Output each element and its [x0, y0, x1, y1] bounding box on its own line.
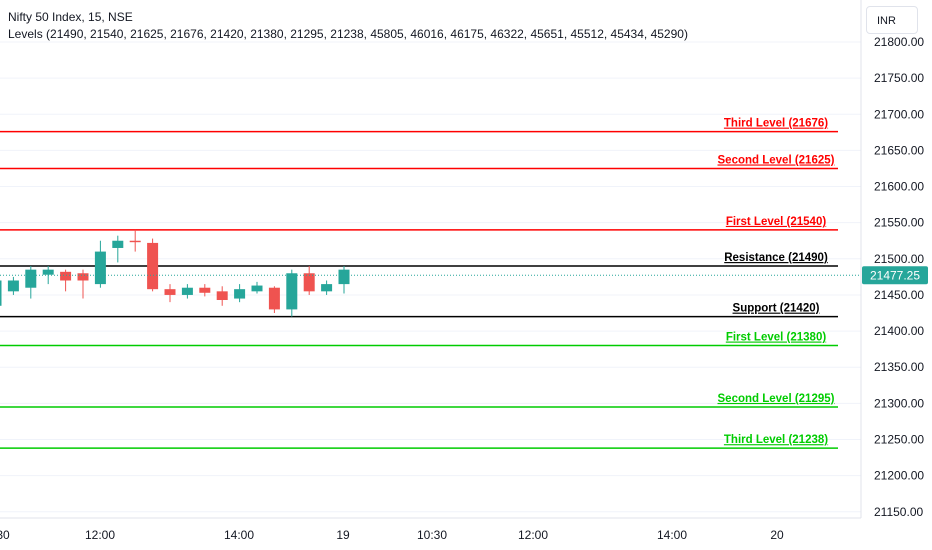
chart-legend: Nifty 50 Index, 15, NSE Levels (21490, 2… [8, 9, 688, 43]
level-label: First Level (21380) [726, 332, 827, 344]
level-label: Resistance (21490) [724, 252, 828, 264]
level-label: Support (21420) [733, 303, 820, 315]
price-tick-label: 21300.00 [874, 396, 924, 410]
time-tick-label: 20 [770, 528, 784, 542]
candle-body [268, 287, 280, 310]
time-tick-label: 12:00 [85, 528, 115, 542]
price-tick-label: 21400.00 [874, 324, 924, 338]
candle-body [112, 240, 124, 248]
time-tick-label: 14:00 [224, 528, 254, 542]
last-price-tag [862, 266, 928, 285]
price-tick-label: 21550.00 [874, 216, 924, 230]
candle-body [216, 291, 228, 301]
symbol-title[interactable]: Nifty 50 Index, 15, NSE [8, 10, 133, 24]
candle-body [286, 273, 298, 310]
candle-body [199, 287, 211, 293]
price-axis[interactable]: 21150.00 21200.00 21250.00 21300.00 21350.00… [874, 35, 924, 519]
price-tick-label: 21500.00 [874, 252, 924, 266]
candle-body [303, 273, 315, 292]
candle-body [234, 289, 246, 299]
time-tick-label: 14:00 [657, 528, 687, 542]
level-label: Third Level (21238) [724, 434, 828, 446]
level-label: Third Level (21676) [724, 118, 828, 130]
candle-body [251, 285, 263, 292]
price-tick-label: 21150.00 [874, 505, 923, 519]
price-tick-label: 21650.00 [874, 143, 924, 157]
price-tick-label: 21200.00 [874, 469, 924, 483]
levels-indicator-label[interactable]: Levels (21490, 21540, 21625, 21676, 2142… [8, 27, 688, 41]
candle-body [7, 280, 19, 292]
price-tick-label: 21450.00 [874, 288, 924, 302]
price-tick-label: 21800.00 [874, 35, 924, 49]
candle-body [147, 242, 159, 290]
price-tick-label: 21600.00 [874, 180, 924, 194]
price-tick-label: 21350.00 [874, 360, 924, 374]
candle-body [181, 287, 193, 295]
level-label: Second Level (21295) [718, 393, 835, 405]
price-tick-label: 21700.00 [874, 107, 924, 121]
candle-body [321, 284, 333, 292]
candle-body [25, 269, 37, 288]
price-tick-label: 21250.00 [874, 432, 924, 446]
candle-body [164, 289, 176, 295]
candle-body [0, 280, 2, 306]
currency-button[interactable]: INR [866, 6, 918, 34]
time-tick-label: 30 [0, 528, 10, 542]
candle-body [77, 273, 89, 281]
last-price-label: 21477.25 [870, 268, 920, 282]
candle-body [129, 240, 141, 243]
level-label: Second Level (21625) [718, 154, 835, 166]
candle-body [42, 269, 54, 275]
time-tick-label: 10:30 [417, 528, 447, 542]
candle-body [60, 271, 72, 281]
level-label: First Level (21540) [726, 216, 827, 228]
time-tick-label: 19 [336, 528, 350, 542]
price-tick-label: 21750.00 [874, 71, 924, 85]
time-tick-label: 12:00 [518, 528, 548, 542]
candle-body [94, 251, 106, 285]
time-axis[interactable]: 30 12:00 14:00 19 10:30 12:00 14:00 20 [0, 528, 784, 542]
candle-body [338, 269, 350, 285]
